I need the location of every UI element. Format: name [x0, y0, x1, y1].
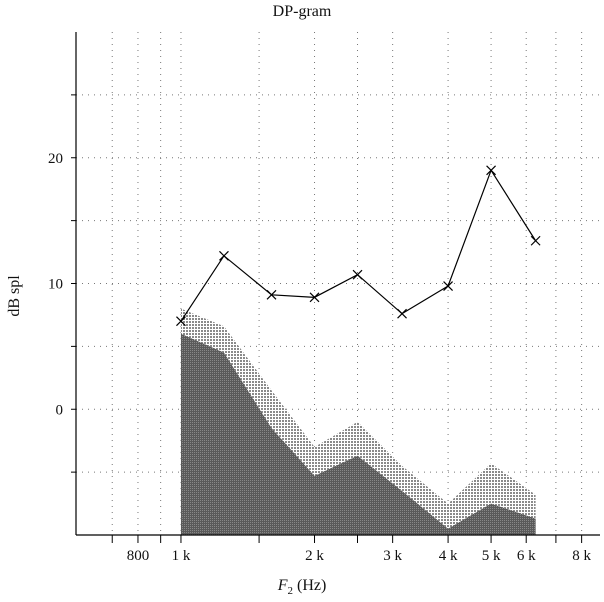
series-line [180, 168, 537, 322]
x-tick-label: 3 k [383, 548, 402, 564]
x-tick-label: 2 k [305, 548, 324, 564]
x-marker-stroke [176, 316, 186, 327]
chart-title: DP-gram [272, 3, 332, 20]
x-tick-label: 6 k [517, 548, 536, 564]
data-point [397, 308, 407, 319]
x-axis-subscript: 2 [287, 585, 293, 598]
x-tick-label: 8 k [572, 548, 591, 564]
x-tick-label: 5 k [482, 548, 501, 564]
y-tick-label: 0 [56, 402, 64, 418]
x-marker-stroke [530, 235, 541, 246]
data-point [530, 235, 541, 246]
x-axis-unit: (Hz) [296, 577, 327, 594]
x-tick-label: 800 [127, 548, 150, 564]
x-marker-stroke [309, 292, 320, 303]
x-marker-stroke [486, 165, 496, 176]
x-marker-stroke [352, 269, 363, 280]
data-point [176, 316, 186, 327]
x-axis-variable: F [277, 577, 288, 594]
y-tick-label: 10 [48, 277, 63, 293]
noise-floor-lower-area [180, 333, 536, 535]
data-point [486, 165, 496, 176]
data-point [443, 281, 454, 291]
data-point [219, 250, 229, 261]
y-tick-label: 20 [48, 151, 63, 167]
data-point [266, 289, 277, 300]
x-tick-label: 1 k [172, 548, 191, 564]
x-marker-stroke [397, 308, 407, 319]
x-tick-label: 4 k [439, 548, 458, 564]
x-marker-stroke [219, 250, 229, 261]
data-point [352, 269, 363, 280]
data-point [309, 292, 320, 303]
x-marker-stroke [443, 281, 454, 291]
x-axis-label: F2 (Hz) [0, 577, 604, 597]
x-marker-stroke [266, 289, 277, 300]
